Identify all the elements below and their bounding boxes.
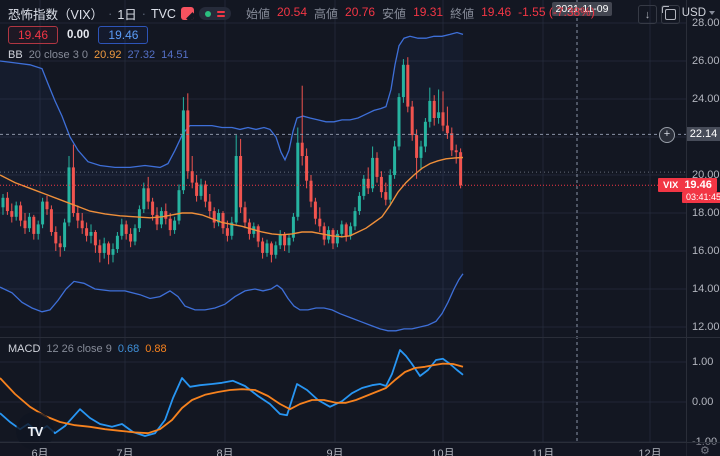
market-open-dot-icon: [204, 10, 211, 17]
tradingview-logo-text: TV: [27, 423, 44, 439]
close-value: 19.46: [481, 5, 512, 19]
time-scale[interactable]: ⚙ 6月 7月 8月 9月 10月 11月 12月: [0, 442, 720, 456]
macd-name: MACD: [8, 343, 41, 355]
currency-label: USD: [681, 7, 706, 19]
time-tick-label: 12月: [638, 448, 662, 456]
time-tick-label: 6月: [31, 448, 49, 456]
open-label: 始値: [245, 7, 270, 21]
bb-params: 20 close 3 0: [28, 49, 89, 61]
download-button[interactable]: ↓: [638, 5, 657, 24]
high-value: 20.76: [345, 5, 376, 19]
pane-separator[interactable]: [0, 337, 720, 338]
price-tick-label: 14.00: [692, 283, 720, 295]
screenshot-icon: [662, 6, 676, 20]
data-delay-icon: [216, 10, 225, 17]
bb-upper-value: 27.32: [127, 49, 156, 61]
chevron-down-icon: [709, 11, 715, 15]
macd-tick-label: 1.00: [692, 356, 714, 368]
screenshot-button[interactable]: [661, 5, 680, 24]
settings-gear-icon[interactable]: ⚙: [700, 445, 710, 456]
low-label: 安値: [382, 7, 407, 21]
last-price-value: 19.46: [684, 179, 712, 191]
price-tick-label: 28.00: [692, 17, 720, 29]
bb-name: BB: [8, 49, 23, 61]
price-tick-label: 12.00: [692, 321, 720, 333]
price-tick-label: 24.00: [692, 93, 720, 105]
last-price-symbol: VIX: [663, 179, 679, 191]
bb-indicator-legend[interactable]: BB 20 close 3 0 20.92 27.32 14.51: [8, 49, 189, 61]
macd-params: 12 26 close 9: [46, 343, 112, 355]
spread-value: 0.00: [67, 29, 90, 41]
high-label: 高値: [314, 7, 339, 21]
time-tick-label: 9月: [326, 448, 344, 456]
price-scale[interactable]: 28.0026.0024.0022.0020.0018.0016.0014.00…: [686, 0, 720, 456]
macd-tick-label: 0.00: [692, 396, 714, 408]
close-label: 終値: [450, 7, 475, 21]
time-tick-label: 10月: [431, 448, 455, 456]
last-price-badge: VIX 19.46: [658, 178, 717, 192]
download-icon: ↓: [644, 8, 651, 21]
header-toolbar: ↓: [638, 5, 680, 24]
macd-value: 0.68: [117, 343, 140, 355]
time-tick-label: 8月: [216, 448, 234, 456]
macd-indicator-legend[interactable]: MACD 12 26 close 9 0.68 0.88: [8, 343, 167, 355]
ohlc-readout: 始値 20.54 高値 20.76 安値 19.31 終値 19.46 -1.55 (-…: [246, 5, 595, 22]
price-tick-label: 26.00: [692, 55, 720, 67]
bb-basis-value: 20.92: [94, 49, 122, 61]
tradingview-logo[interactable]: TV: [16, 412, 54, 450]
exchange-logo-icon: [180, 7, 194, 20]
sell-price-box[interactable]: 19.46: [8, 26, 59, 44]
open-value: 20.54: [276, 5, 307, 19]
buy-price-box[interactable]: 19.46: [98, 26, 149, 44]
time-tick-label: 11月: [531, 448, 555, 456]
quote-row: 19.46 0.00 19.46: [8, 26, 149, 44]
change-value: -1.55 (-7.38%): [518, 5, 595, 19]
crosshair-price-badge: 22.14: [687, 127, 720, 141]
low-value: 19.31: [413, 5, 444, 19]
market-status-pill[interactable]: [198, 7, 231, 20]
separator-dot: ·: [108, 6, 113, 21]
crosshair-date-badge: 2021-11-09: [552, 2, 612, 16]
time-tick-label: 7月: [116, 448, 134, 456]
exchange-label[interactable]: TVC: [150, 6, 176, 21]
bar-countdown-badge: 03:41:45: [682, 192, 720, 203]
bb-lower-value: 14.51: [161, 49, 189, 61]
currency-selector[interactable]: USD: [682, 7, 715, 19]
macd-signal-value: 0.88: [145, 343, 167, 355]
separator-dot: ·: [141, 6, 146, 21]
add-alert-plus-button[interactable]: +: [659, 127, 675, 143]
price-tick-label: 16.00: [692, 245, 720, 257]
interval-label[interactable]: 1日: [117, 8, 137, 22]
price-tick-label: 18.00: [692, 207, 720, 219]
symbol-header: 恐怖指数（VIX） · 1日 · TVC 始値 20.54 高値 20.76 安値 1…: [8, 4, 595, 23]
symbol-title[interactable]: 恐怖指数（VIX）: [8, 8, 104, 22]
